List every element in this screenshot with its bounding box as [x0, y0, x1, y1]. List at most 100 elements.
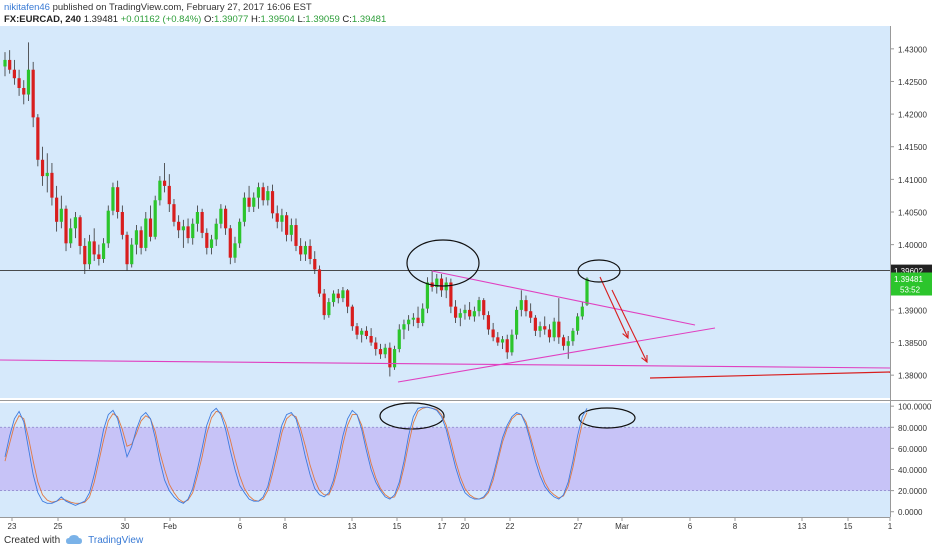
triangle-upper-line: [431, 270, 696, 326]
stoch-tick-label: 100.0000: [898, 403, 932, 412]
tradingview-link[interactable]: TradingView: [88, 534, 144, 546]
candle-body: [303, 245, 307, 255]
candle: [270, 184, 275, 219]
stoch-tick-label: 60.0000: [898, 445, 927, 454]
candle: [209, 234, 214, 255]
candle: [425, 277, 430, 314]
candle-body: [144, 218, 148, 248]
candle-body: [355, 326, 359, 335]
symbol-label: FX:EURCAD, 240: [4, 14, 82, 25]
candle-body: [50, 172, 54, 198]
candle: [468, 302, 472, 320]
candle-body: [364, 330, 369, 336]
candle-body: [31, 69, 35, 118]
candle: [172, 198, 176, 227]
candle: [407, 315, 411, 331]
candle: [59, 195, 63, 229]
candle: [31, 61, 35, 128]
stoch-d-line: [4, 406, 588, 504]
author-name[interactable]: nikitafen46: [4, 2, 50, 13]
close-value: 1.39481: [351, 14, 387, 25]
candle: [50, 163, 54, 206]
candle: [200, 208, 204, 239]
candle-body: [200, 212, 204, 233]
low-value: 1.39059: [305, 14, 340, 25]
candle-body: [346, 290, 350, 307]
candle-body: [78, 217, 82, 246]
candle-body: [3, 59, 7, 67]
candle-body: [519, 300, 523, 310]
candle: [139, 226, 143, 255]
candle-body: [177, 221, 181, 231]
candle: [313, 251, 317, 274]
candle: [360, 328, 364, 343]
last-price-label: 1.39481: [894, 275, 923, 284]
main-pane: [0, 26, 890, 398]
candle-body: [392, 349, 397, 368]
time-tick-label: 27: [574, 522, 583, 531]
candle-body: [270, 191, 275, 214]
candle-body: [299, 245, 303, 255]
candle: [242, 192, 246, 227]
price-change: +0.01162 (+0.84%): [120, 14, 202, 25]
time-tick-label: 23: [8, 522, 17, 531]
stoch-tick-label: 0.0000: [898, 508, 923, 517]
candle-body: [73, 217, 78, 229]
time-tick-label: Mar: [615, 522, 629, 531]
stoch-tick-label: 20.0000: [898, 487, 927, 496]
candle-body: [181, 226, 185, 231]
candle: [449, 278, 453, 314]
down-arrow-2: [611, 289, 648, 363]
candle: [585, 277, 589, 306]
candle-body: [421, 308, 425, 323]
candle: [106, 205, 110, 248]
price-tick-label: 1.41500: [898, 143, 927, 152]
candle: [181, 219, 185, 248]
candle-body: [360, 330, 364, 335]
candle-body: [482, 300, 486, 316]
candle: [477, 296, 481, 317]
candle: [252, 192, 256, 212]
candle-body: [64, 208, 68, 244]
candle-body: [83, 245, 87, 265]
last-price-tag: [891, 272, 932, 296]
footer: Created with TradingView: [4, 534, 143, 546]
candle: [36, 114, 40, 167]
candle-body: [228, 228, 232, 258]
candle-body: [529, 311, 533, 318]
price-tick-label: 1.43000: [898, 45, 927, 54]
candle: [26, 42, 31, 102]
candle: [529, 303, 533, 323]
price-tick-label: 1.38000: [898, 372, 927, 381]
candle: [566, 336, 570, 359]
candle: [223, 205, 228, 235]
candle-body: [125, 234, 129, 265]
close-label: C:: [342, 14, 352, 25]
candle-body: [256, 187, 261, 198]
candle-body: [40, 159, 45, 177]
candle: [463, 304, 467, 320]
candle-body: [101, 243, 106, 259]
candle-body: [557, 321, 561, 338]
time-tick-label: 20: [461, 522, 470, 531]
candle: [73, 212, 78, 239]
candle: [289, 218, 293, 242]
candle-body: [369, 336, 373, 343]
candle-body: [111, 187, 115, 211]
candle: [275, 205, 279, 229]
candle-body: [449, 282, 453, 307]
candle-body: [130, 244, 134, 265]
candle-body: [313, 258, 317, 270]
candle-body: [397, 329, 401, 350]
candle: [97, 244, 101, 266]
candle: [374, 337, 378, 356]
candle: [500, 336, 505, 350]
candle-body: [36, 117, 40, 160]
candle: [55, 185, 59, 232]
triangle-lower-line: [397, 327, 716, 383]
candle-body: [167, 185, 171, 205]
candle: [228, 225, 232, 265]
candle: [205, 228, 209, 255]
candle-body: [533, 317, 537, 331]
